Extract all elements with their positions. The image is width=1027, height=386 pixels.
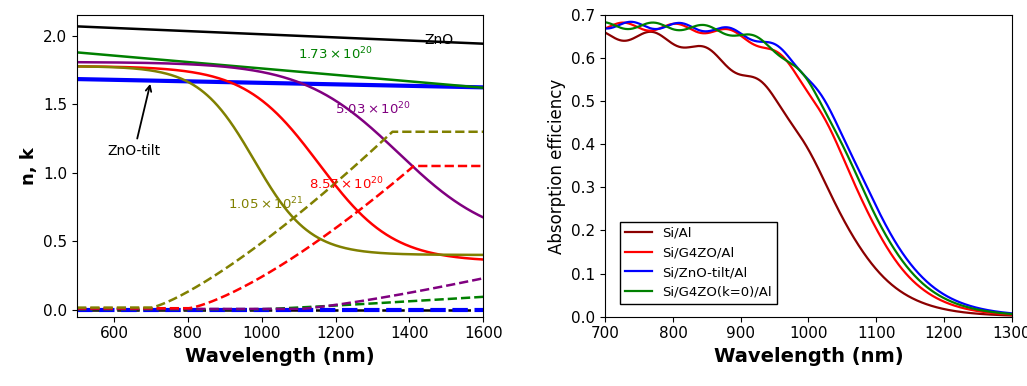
Si/Al [1005, 313, 1018, 318]
Si/G4ZO/Al [699, 31, 712, 36]
Si/ZnO-tilt/Al [599, 26, 611, 31]
Text: $1.05\times10^{21}$: $1.05\times10^{21}$ [228, 196, 303, 213]
Si/Al [966, 311, 979, 315]
Si/ZnO-tilt/Al [867, 197, 879, 201]
Si/G4ZO(k=0)/Al [915, 280, 927, 285]
Si/G4ZO/Al [916, 286, 928, 291]
Si/G4ZO(k=0)/Al [866, 207, 878, 211]
Si/ZnO-tilt/Al [699, 29, 712, 34]
Si/Al [599, 30, 611, 35]
Si/G4ZO(k=0)/Al [1005, 312, 1018, 316]
Si/G4ZO(k=0)/Al [727, 33, 739, 38]
Si/G4ZO/Al [714, 27, 726, 32]
Si/Al [728, 70, 740, 74]
Si/Al [644, 29, 656, 34]
Text: ZnO: ZnO [424, 33, 454, 47]
Y-axis label: Absorption efficiency: Absorption efficiency [547, 78, 566, 254]
Si/ZnO-tilt/Al [1005, 311, 1018, 316]
Si/ZnO-tilt/Al [714, 25, 726, 30]
Y-axis label: n, k: n, k [20, 147, 38, 185]
Si/G4ZO/Al [617, 20, 630, 25]
Text: $8.57\times10^{20}$: $8.57\times10^{20}$ [309, 176, 384, 192]
Si/G4ZO/Al [599, 26, 611, 31]
Si/G4ZO(k=0)/Al [599, 20, 611, 25]
Line: Si/Al: Si/Al [605, 32, 1012, 315]
Si/G4ZO(k=0)/Al [698, 23, 711, 27]
Si/G4ZO(k=0)/Al [965, 306, 978, 310]
Legend: Si/Al, Si/G4ZO/Al, Si/ZnO-tilt/Al, Si/G4ZO(k=0)/Al: Si/Al, Si/G4ZO/Al, Si/ZnO-tilt/Al, Si/G4… [620, 222, 777, 304]
Si/G4ZO/Al [1005, 312, 1018, 317]
Si/ZnO-tilt/Al [916, 275, 928, 279]
Line: Si/ZnO-tilt/Al: Si/ZnO-tilt/Al [605, 22, 1012, 313]
X-axis label: Wavelength (nm): Wavelength (nm) [714, 347, 903, 366]
Si/G4ZO/Al [867, 220, 879, 224]
Line: Si/G4ZO(k=0)/Al: Si/G4ZO(k=0)/Al [605, 22, 1012, 314]
Si/ZnO-tilt/Al [624, 19, 637, 24]
Text: $1.73\times10^{20}$: $1.73\times10^{20}$ [298, 46, 373, 62]
Si/G4ZO(k=0)/Al [714, 29, 726, 34]
Si/Al [916, 300, 928, 305]
Text: ZnO-tilt: ZnO-tilt [108, 86, 161, 158]
Si/Al [867, 262, 879, 267]
Si/ZnO-tilt/Al [728, 27, 740, 32]
Si/ZnO-tilt/Al [966, 304, 979, 309]
Line: Si/G4ZO/Al: Si/G4ZO/Al [605, 23, 1012, 315]
X-axis label: Wavelength (nm): Wavelength (nm) [186, 347, 375, 366]
Si/Al [699, 45, 712, 49]
Si/G4ZO/Al [728, 29, 740, 34]
Si/G4ZO/Al [966, 308, 979, 312]
Text: $5.03\times10^{20}$: $5.03\times10^{20}$ [335, 100, 411, 117]
Si/Al [714, 57, 726, 62]
